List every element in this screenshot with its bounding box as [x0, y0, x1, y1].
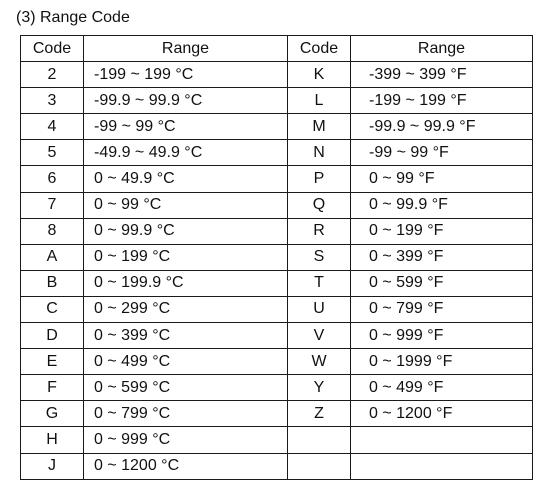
- range-cell: 0 ~ 1200 °C: [83, 452, 288, 480]
- range-cell: 0 ~ 499 °C: [83, 348, 288, 376]
- code-cell: H: [20, 426, 84, 454]
- range-cell: 0 ~ 99 °C: [83, 191, 288, 219]
- range-cell: 0 ~ 599 °F: [350, 269, 533, 297]
- code-cell: S: [287, 243, 351, 271]
- code-cell: 6: [20, 165, 84, 193]
- range-cell: 0 ~ 99 °F: [350, 165, 533, 193]
- table-row: 3 -99.9 ~ 99.9 °C L -199 ~ 199 °F: [20, 87, 533, 115]
- code-cell: J: [20, 452, 84, 480]
- code-cell: [287, 452, 351, 480]
- code-cell: M: [287, 113, 351, 141]
- range-cell: 0 ~ 199 °F: [350, 217, 533, 245]
- code-cell: 4: [20, 113, 84, 141]
- code-cell: T: [287, 269, 351, 297]
- code-cell: E: [20, 348, 84, 376]
- range-cell: 0 ~ 199 °C: [83, 243, 288, 271]
- code-cell: V: [287, 322, 351, 350]
- range-cell: 0 ~ 599 °C: [83, 374, 288, 402]
- code-cell: F: [20, 374, 84, 402]
- range-code-table: Code Range Code Range 2 -199 ~ 199 °C K -39…: [20, 34, 533, 480]
- code-cell: G: [20, 400, 84, 428]
- range-cell: 0 ~ 799 °F: [350, 295, 533, 324]
- range-cell: 0 ~ 799 °C: [83, 400, 288, 428]
- header-row: Code Range Code Range: [20, 34, 533, 63]
- code-cell: W: [287, 348, 351, 376]
- header-code-left: Code: [20, 34, 84, 63]
- range-cell: 0 ~ 1200 °F: [350, 400, 533, 428]
- code-cell: Y: [287, 374, 351, 402]
- code-cell: Z: [287, 400, 351, 428]
- range-cell: -49.9 ~ 49.9 °C: [83, 139, 288, 167]
- code-cell: 3: [20, 87, 84, 115]
- code-cell: 7: [20, 191, 84, 219]
- range-cell: 0 ~ 49.9 °C: [83, 165, 288, 193]
- range-cell: -99 ~ 99 °F: [350, 139, 533, 167]
- range-cell: -399 ~ 399 °F: [350, 61, 533, 89]
- code-cell: D: [20, 322, 84, 350]
- range-cell: 0 ~ 299 °C: [83, 295, 288, 324]
- code-cell: R: [287, 217, 351, 245]
- range-cell: 0 ~ 399 °C: [83, 322, 288, 350]
- range-cell: 0 ~ 499 °F: [350, 374, 533, 402]
- header-code-right: Code: [287, 34, 351, 63]
- range-cell: [350, 452, 533, 480]
- code-cell: P: [287, 165, 351, 193]
- range-cell: [350, 426, 533, 454]
- code-cell: N: [287, 139, 351, 167]
- code-cell: 2: [20, 61, 84, 89]
- header-range-right: Range: [350, 34, 533, 63]
- table-row: 4 -99 ~ 99 °C M -99.9 ~ 99.9 °F: [20, 113, 533, 141]
- code-cell: 8: [20, 217, 84, 245]
- table-row: 5 -49.9 ~ 49.9 °C N -99 ~ 99 °F: [20, 139, 533, 167]
- table-row: 2 -199 ~ 199 °C K -399 ~ 399 °F: [20, 61, 533, 89]
- section-title: (3) Range Code: [16, 9, 130, 26]
- range-cell: 0 ~ 99.9 °F: [350, 191, 533, 219]
- table-body: 2 -199 ~ 199 °C K -399 ~ 399 °F 3 -99.9 ~ 99.…: [20, 61, 533, 480]
- code-cell: A: [20, 243, 84, 271]
- range-cell: -99.9 ~ 99.9 °F: [350, 113, 533, 141]
- header-range-left: Range: [83, 34, 288, 63]
- range-cell: 0 ~ 199.9 °C: [83, 269, 288, 297]
- range-cell: -99.9 ~ 99.9 °C: [83, 87, 288, 115]
- range-cell: -199 ~ 199 °C: [83, 61, 288, 89]
- code-cell: L: [287, 87, 351, 115]
- range-cell: -99 ~ 99 °C: [83, 113, 288, 141]
- code-cell: U: [287, 295, 351, 324]
- code-cell: Q: [287, 191, 351, 219]
- code-cell: K: [287, 61, 351, 89]
- code-cell: 5: [20, 139, 84, 167]
- code-cell: [287, 426, 351, 454]
- range-cell: 0 ~ 999 °C: [83, 426, 288, 454]
- code-cell: B: [20, 269, 84, 297]
- range-cell: 0 ~ 999 °F: [350, 322, 533, 350]
- range-cell: -199 ~ 199 °F: [350, 87, 533, 115]
- range-cell: 0 ~ 1999 °F: [350, 348, 533, 376]
- range-cell: 0 ~ 99.9 °C: [83, 217, 288, 245]
- code-cell: C: [20, 295, 84, 324]
- range-cell: 0 ~ 399 °F: [350, 243, 533, 271]
